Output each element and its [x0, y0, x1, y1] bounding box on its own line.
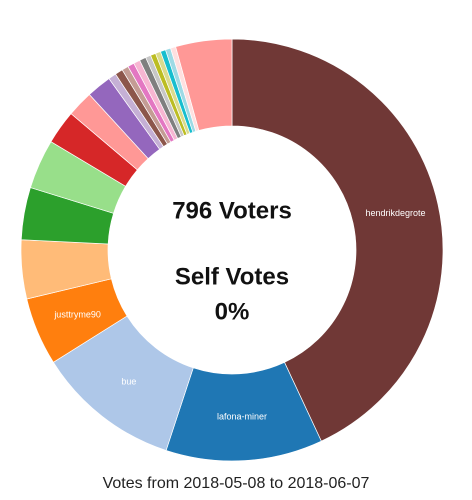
slice-label: lafona-miner [217, 412, 267, 422]
caption: Votes from 2018-05-08 to 2018-06-07 [103, 475, 370, 492]
donut [20, 38, 444, 462]
slice-label: justtryme90 [53, 309, 101, 319]
center-text: 0% [215, 298, 250, 325]
slice [231, 38, 444, 442]
slice [175, 38, 233, 131]
center-text: Self Votes [175, 263, 289, 290]
center-text: 796 Voters [172, 197, 292, 224]
slice-label: hendrikdegrote [365, 208, 425, 218]
slice-label: bue [121, 376, 136, 386]
